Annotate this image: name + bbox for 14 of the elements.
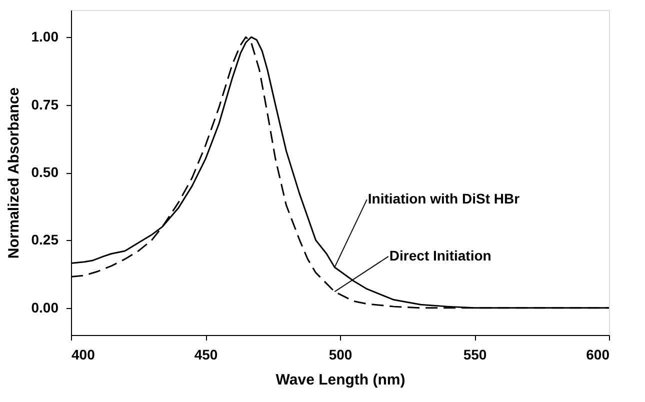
x-tick-label: 600 — [586, 346, 610, 362]
x-tick-label: 400 — [72, 346, 96, 362]
y-tick-label: 0.00 — [31, 299, 59, 316]
x-tick-label: 550 — [463, 346, 487, 362]
y-tick-label: 1.00 — [31, 28, 59, 45]
annotation: Direct Initiation — [389, 247, 492, 264]
x-tick-label: 450 — [194, 346, 218, 362]
x-axis-title: Wave Length (nm) — [276, 372, 406, 388]
annotation: Initiation with DiSt HBr — [368, 190, 520, 207]
y-tick-label: 0.50 — [31, 164, 59, 180]
y-tick-label: 0.75 — [31, 96, 59, 112]
x-tick-label: 500 — [328, 346, 352, 362]
y-tick-label: 0.25 — [31, 232, 59, 248]
y-axis-title: Normalized Absorbance — [5, 87, 22, 259]
